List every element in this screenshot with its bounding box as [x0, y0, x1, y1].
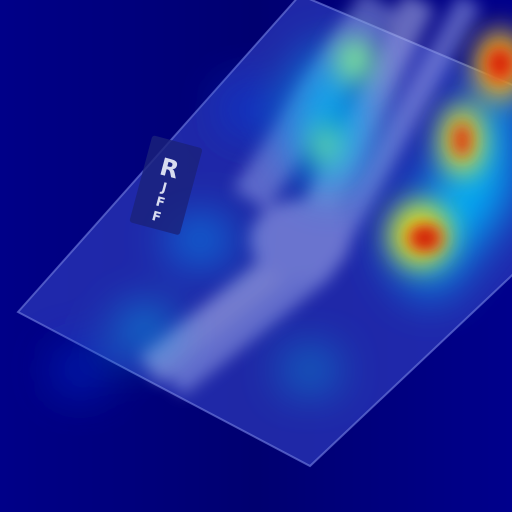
heatmap [55, 30, 512, 390]
marker-plate [129, 135, 203, 235]
marker: R J F F [129, 135, 203, 235]
cassette-edge [16, 0, 512, 468]
marker-initial: F [150, 209, 162, 226]
marker-initial: J [159, 180, 169, 196]
marker-initial: F [154, 194, 166, 211]
